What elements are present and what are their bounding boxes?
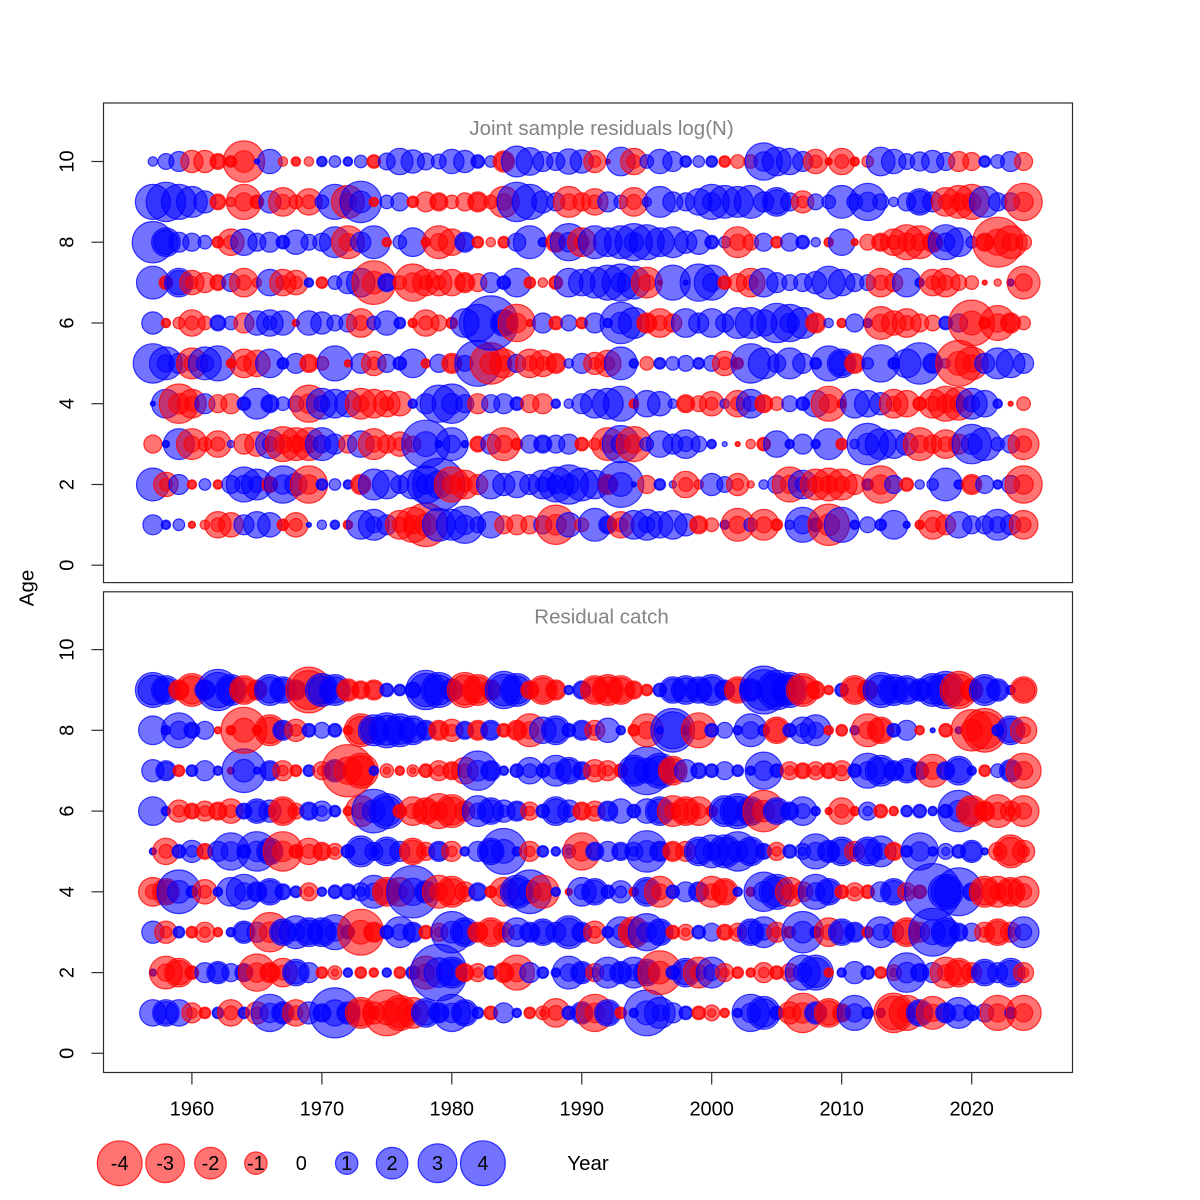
svg-text:4: 4 <box>477 1153 488 1175</box>
svg-text:6: 6 <box>57 806 79 817</box>
svg-text:-4: -4 <box>111 1153 129 1175</box>
svg-text:Joint sample residuals log(N): Joint sample residuals log(N) <box>469 117 733 140</box>
svg-text:Year: Year <box>567 1152 609 1175</box>
svg-text:4: 4 <box>57 398 79 409</box>
svg-text:2020: 2020 <box>949 1099 994 1121</box>
svg-text:2: 2 <box>387 1153 398 1175</box>
svg-text:0: 0 <box>57 560 79 571</box>
svg-text:1970: 1970 <box>300 1099 345 1121</box>
svg-text:2010: 2010 <box>819 1099 864 1121</box>
svg-text:10: 10 <box>57 150 79 172</box>
svg-text:4: 4 <box>57 886 79 897</box>
svg-text:-2: -2 <box>202 1153 220 1175</box>
svg-text:-3: -3 <box>156 1153 174 1175</box>
svg-text:1990: 1990 <box>560 1099 605 1121</box>
svg-text:1: 1 <box>341 1153 352 1175</box>
svg-text:8: 8 <box>57 237 79 248</box>
svg-text:2: 2 <box>57 967 79 978</box>
svg-text:-1: -1 <box>247 1153 265 1175</box>
svg-text:Age: Age <box>16 570 39 606</box>
svg-text:1980: 1980 <box>430 1099 475 1121</box>
svg-text:Residual catch: Residual catch <box>534 606 668 629</box>
svg-text:2: 2 <box>57 479 79 490</box>
svg-text:1960: 1960 <box>170 1099 215 1121</box>
svg-text:0: 0 <box>57 1048 79 1059</box>
svg-text:10: 10 <box>57 638 79 660</box>
svg-text:8: 8 <box>57 725 79 736</box>
svg-text:2000: 2000 <box>689 1099 734 1121</box>
svg-text:3: 3 <box>432 1153 443 1175</box>
svg-text:6: 6 <box>57 317 79 328</box>
svg-text:0: 0 <box>296 1153 307 1175</box>
